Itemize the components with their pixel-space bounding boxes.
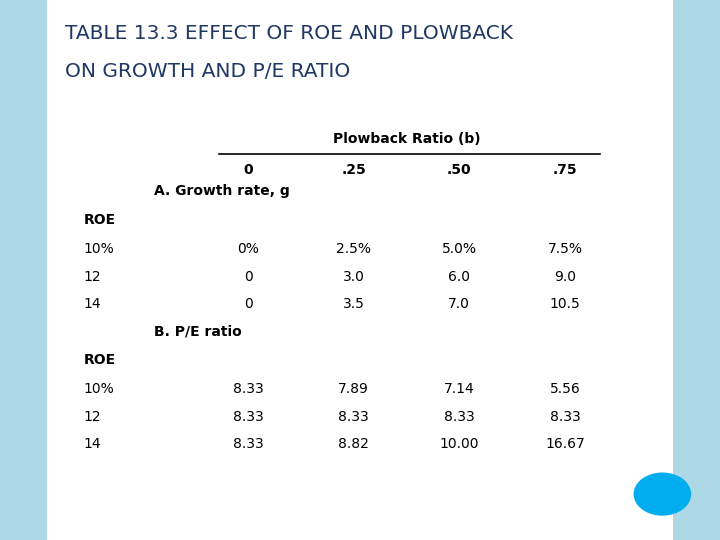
Text: 7.14: 7.14 <box>444 382 474 396</box>
Text: 7.5%: 7.5% <box>547 242 582 256</box>
Text: .50: .50 <box>447 163 472 177</box>
Text: 14: 14 <box>84 297 102 311</box>
Text: A. Growth rate, g: A. Growth rate, g <box>154 184 290 198</box>
Text: 0: 0 <box>243 269 253 284</box>
Text: ON GROWTH AND P/E RATIO: ON GROWTH AND P/E RATIO <box>65 62 350 81</box>
Text: 0: 0 <box>243 163 253 177</box>
Text: 8.33: 8.33 <box>233 382 264 396</box>
Text: 10%: 10% <box>84 242 114 256</box>
Text: 10.5: 10.5 <box>549 297 580 311</box>
Text: ROE: ROE <box>84 353 116 367</box>
Text: 8.33: 8.33 <box>233 410 264 424</box>
Text: .75: .75 <box>552 163 577 177</box>
Text: 0%: 0% <box>237 242 259 256</box>
Text: 8.33: 8.33 <box>444 410 474 424</box>
Text: 3.0: 3.0 <box>343 269 364 284</box>
Text: 8.33: 8.33 <box>338 410 369 424</box>
Text: 9.0: 9.0 <box>554 269 576 284</box>
Text: .25: .25 <box>341 163 366 177</box>
Text: 3.5: 3.5 <box>343 297 364 311</box>
Text: 8.33: 8.33 <box>549 410 580 424</box>
Text: TABLE 13.3 EFFECT OF ROE AND PLOWBACK: TABLE 13.3 EFFECT OF ROE AND PLOWBACK <box>65 24 513 43</box>
Text: 10.00: 10.00 <box>439 437 479 451</box>
Text: 7.0: 7.0 <box>449 297 470 311</box>
Text: 8.33: 8.33 <box>233 437 264 451</box>
Text: 8.82: 8.82 <box>338 437 369 451</box>
Text: 10%: 10% <box>84 382 114 396</box>
Text: Plowback Ratio (b): Plowback Ratio (b) <box>333 132 480 146</box>
Text: B. P/E ratio: B. P/E ratio <box>154 324 242 338</box>
Text: 12: 12 <box>84 269 102 284</box>
Text: 14: 14 <box>84 437 102 451</box>
Text: 2.5%: 2.5% <box>336 242 372 256</box>
Text: 12: 12 <box>84 410 102 424</box>
Text: 7.89: 7.89 <box>338 382 369 396</box>
Text: 5.0%: 5.0% <box>442 242 477 256</box>
Text: 0: 0 <box>243 297 253 311</box>
Text: 16.67: 16.67 <box>545 437 585 451</box>
Text: 6.0: 6.0 <box>449 269 470 284</box>
Text: ROE: ROE <box>84 213 116 227</box>
Text: 5.56: 5.56 <box>549 382 580 396</box>
